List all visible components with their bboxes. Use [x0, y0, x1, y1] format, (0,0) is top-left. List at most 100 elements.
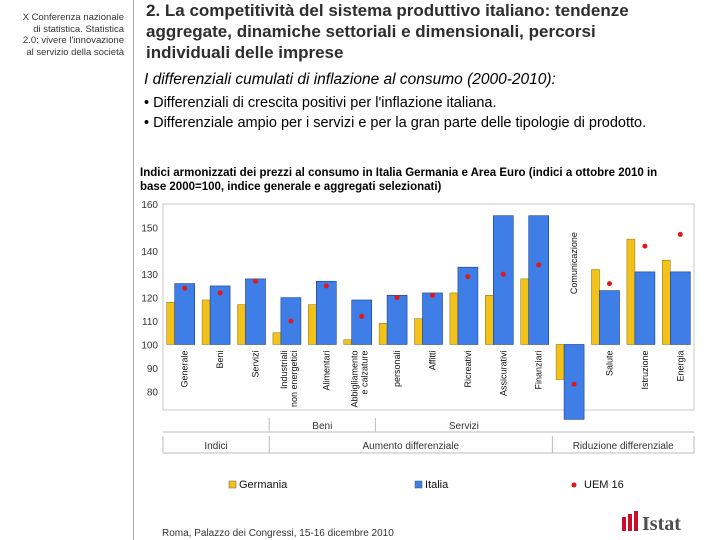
point-uem — [182, 285, 188, 291]
category-label: Finanziari — [534, 350, 544, 389]
bar-germania — [201, 299, 211, 345]
bar-germania — [378, 323, 388, 345]
sidebar-divider — [133, 0, 134, 540]
conference-line: di statistica. Statistica — [33, 23, 124, 35]
bar-germania — [343, 339, 352, 345]
category-label: Industrialinon energetici — [279, 350, 299, 407]
point-uem — [500, 271, 506, 277]
chart-title: Indici armonizzati dei prezzi al consumo… — [140, 166, 690, 194]
bar-germania — [626, 238, 636, 345]
category-label-part: non energetici — [289, 350, 299, 407]
legend-label: UEM 16 — [584, 479, 624, 491]
chart-title-line: base 2000=100, indice generale e aggrega… — [140, 181, 442, 193]
point-uem — [359, 313, 365, 319]
y-tick-label: 160 — [141, 200, 158, 211]
bar-italia — [351, 299, 372, 345]
category-label: personali — [392, 350, 402, 387]
category-label-part: personali — [392, 350, 402, 387]
conference-line: X Conferenza nazionale — [22, 12, 124, 23]
group-label: Aumento differenziale — [363, 441, 460, 452]
legend-swatch-italia — [414, 480, 423, 489]
bullet-item: • Differenziali di crescita positivi per… — [144, 95, 497, 111]
bar-germania — [414, 318, 423, 345]
category-label-part: Servizi — [251, 350, 261, 377]
inflation-bar-chart: 80 90 100 110 120 130 140 150 160 Generale Beni Ser… — [141, 200, 695, 491]
y-tick-label: 100 — [141, 340, 158, 351]
category-label: Comunicazione — [569, 232, 579, 294]
bar-germania — [485, 295, 494, 345]
bar-germania — [166, 302, 175, 345]
slide-title-line: individuali delle imprese — [146, 43, 344, 62]
group-label: Riduzione differenziale — [573, 441, 674, 452]
category-label: Affitti — [428, 350, 438, 370]
category-label-part: Industriali — [279, 350, 289, 389]
category-label: Assicurativi — [498, 350, 508, 396]
bar-germania — [308, 304, 317, 345]
category-label-part: Comunicazione — [569, 232, 579, 294]
point-uem — [536, 262, 542, 268]
bar-germania — [662, 259, 671, 345]
y-tick-label: 90 — [147, 364, 159, 375]
legend-label: Italia — [425, 479, 449, 491]
category-label-part: Istruzione — [640, 350, 650, 389]
category-label: Energia — [675, 350, 685, 381]
point-uem — [217, 290, 223, 296]
category-label-part: Finanziari — [534, 350, 544, 389]
conference-line: al servizio della società — [26, 46, 124, 58]
point-uem — [323, 283, 329, 289]
point-uem — [677, 231, 683, 237]
category-label-part: Assicurativi — [498, 350, 508, 396]
chart-title-line: Indici armonizzati dei prezzi al consumo… — [140, 167, 658, 179]
category-label-part: Generale — [180, 350, 190, 387]
bar-italia — [457, 266, 479, 345]
category-label: Salute — [605, 350, 615, 376]
bar-germania — [237, 304, 246, 345]
category-label-part: e calzature — [360, 350, 370, 394]
bar-italia — [599, 290, 620, 345]
bar-italia — [209, 285, 231, 345]
point-uem — [288, 318, 294, 324]
bar-germania — [591, 269, 600, 345]
slide-title-line: 2. La competitività del sistema produtti… — [146, 1, 629, 20]
sidebar: X Conferenza nazionale di statistica. St… — [0, 0, 130, 540]
y-tick-label: 130 — [141, 270, 158, 281]
category-label-part: Ricreativi — [463, 350, 473, 387]
category-label-part: Energia — [675, 350, 685, 381]
category-label: Generale — [180, 350, 190, 387]
conference-label: X Conferenza nazionale di statistica. St… — [0, 12, 124, 58]
point-uem — [430, 292, 435, 298]
bar-germania — [272, 332, 282, 345]
bar-italia — [245, 278, 266, 345]
category-label: Beni — [215, 350, 225, 368]
category-label: Alimentari — [321, 350, 331, 390]
conference-line: 2.0: vivere l'innovazione — [22, 35, 124, 46]
category-label: Ricreativi — [463, 350, 473, 387]
point-uem — [607, 281, 612, 287]
legend-swatch-germania — [228, 480, 237, 489]
legend-label: Germania — [239, 479, 288, 491]
group-label: Indici — [204, 441, 227, 452]
logo-bar — [634, 511, 638, 531]
category-label-part: Affitti — [428, 350, 438, 370]
bar-italia — [669, 271, 691, 345]
slide-subtitle: I differenziali cumulati di inflazione a… — [144, 71, 556, 88]
point-uem — [394, 295, 400, 301]
footer-text: Roma, Palazzo dei Congressi, 15-16 dicem… — [162, 528, 394, 539]
bar-germania — [520, 278, 529, 345]
logo-bar — [628, 514, 632, 531]
bullet-item: • Differenziale ampio per i servizi e pe… — [144, 115, 647, 131]
y-tick-label: 120 — [141, 294, 158, 305]
bar-germania — [449, 292, 459, 345]
logo-text: Istat — [642, 513, 681, 533]
category-label-part: Alimentari — [321, 350, 331, 390]
istat-logo: Istat — [622, 511, 681, 533]
bar-italia — [634, 271, 656, 345]
bar-italia — [422, 292, 443, 345]
category-label: Istruzione — [640, 350, 650, 389]
category-label-part: Beni — [215, 350, 225, 368]
bar-germania — [555, 344, 565, 380]
logo-bar — [622, 517, 626, 531]
y-tick-label: 80 — [147, 387, 159, 398]
category-label-part: Abbigliamento — [350, 350, 360, 407]
point-uem — [571, 381, 577, 387]
